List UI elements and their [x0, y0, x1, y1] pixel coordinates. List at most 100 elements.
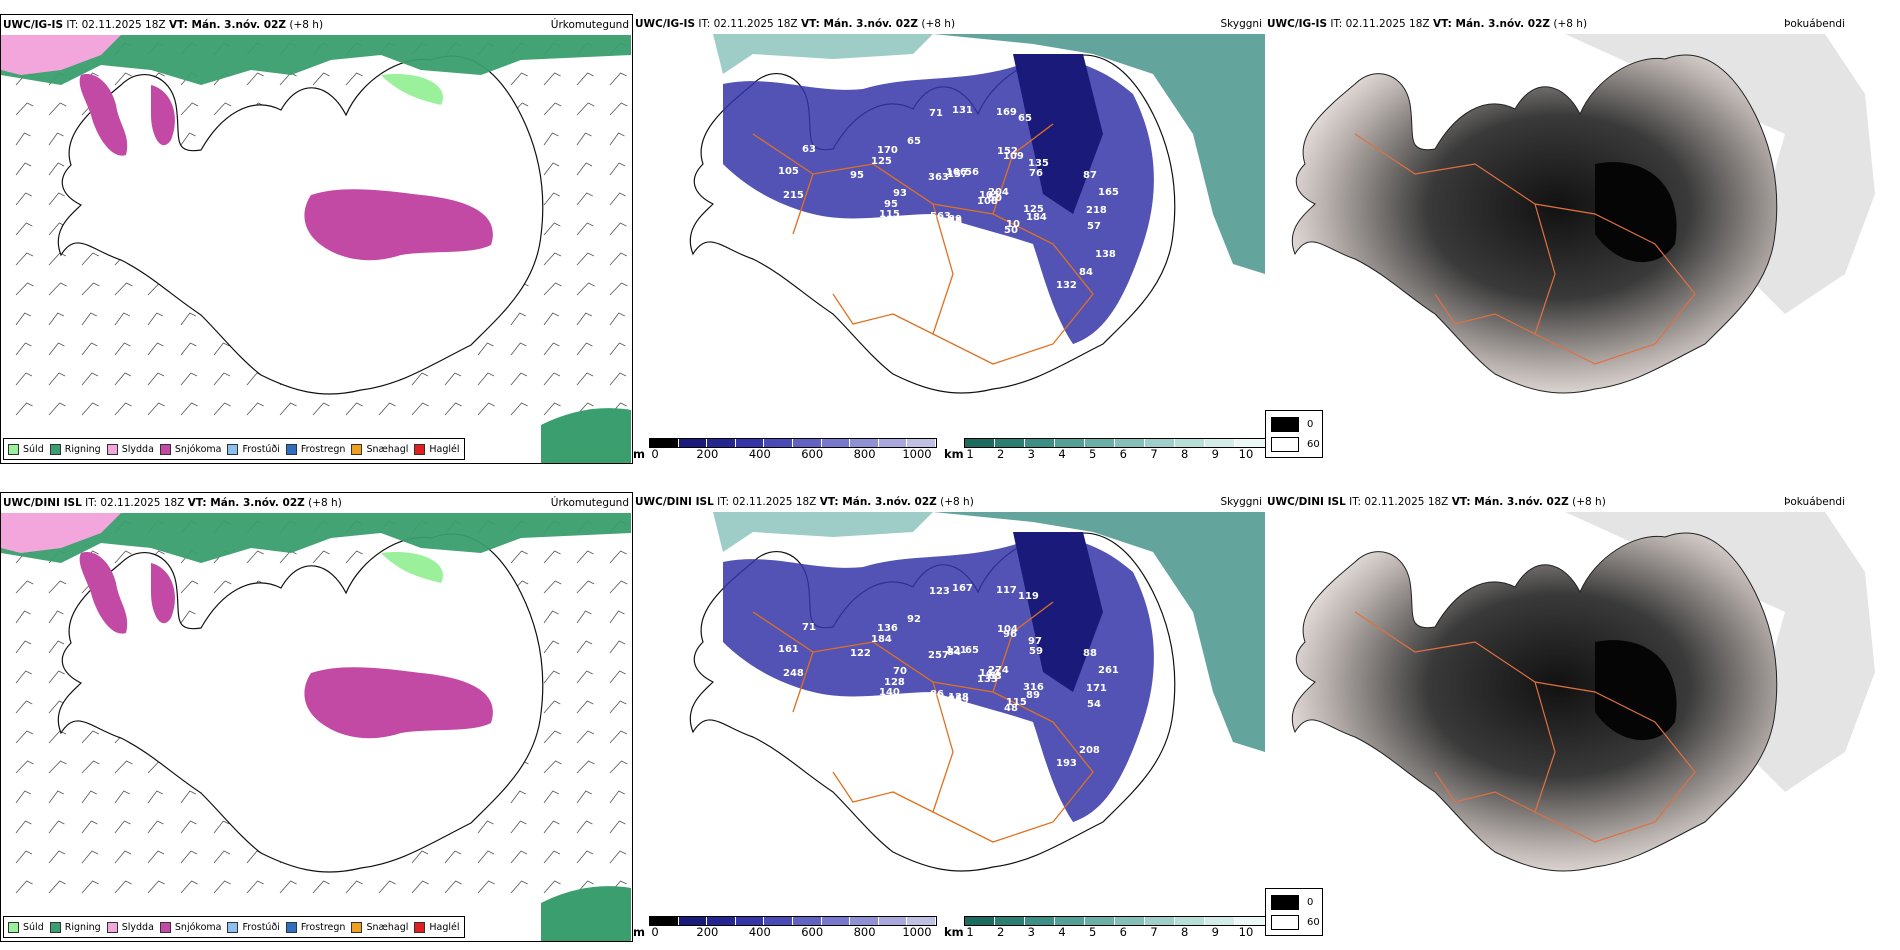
- wind-barb: [48, 342, 65, 356]
- wind-barb: [609, 222, 627, 236]
- wind-barb: [81, 790, 97, 804]
- wind-barb: [81, 820, 98, 834]
- colorbar-tick: 600: [801, 447, 824, 461]
- precip-blobs: [1, 513, 631, 941]
- panel-title: UWC/DINI ISL IT: 02.11.2025 18Z VT: Mán.…: [1267, 496, 1606, 508]
- wind-barb: [543, 880, 561, 894]
- cloud-base-value: 109: [948, 695, 969, 706]
- wind-barb: [609, 162, 626, 176]
- cloud-base-value: 136: [877, 623, 898, 634]
- wind-barb: [81, 252, 100, 266]
- wind-barb: [543, 312, 559, 326]
- cloud-base-value: 363: [928, 172, 949, 183]
- legend-item: Slydda: [106, 443, 154, 455]
- precip-type-panel: UWC/DINI ISL IT: 02.11.2025 18Z VT: Mán.…: [0, 492, 633, 942]
- wind-barb: [48, 312, 64, 326]
- wind-barb: [15, 580, 34, 594]
- cloud-base-value: 59: [777, 214, 791, 225]
- wind-barb: [576, 102, 595, 116]
- colorbar-segment: [1115, 439, 1145, 447]
- wind-barb: [576, 282, 595, 296]
- wind-barb: [543, 550, 561, 564]
- visibility-unit: km: [944, 447, 964, 461]
- wind-barb: [48, 730, 67, 744]
- cloud-base-value: 125: [871, 156, 892, 167]
- legend-swatch: [227, 443, 239, 455]
- wind-barb: [213, 880, 231, 894]
- colorbar-tick: 1: [966, 925, 974, 939]
- colorbar-segment: [764, 439, 793, 447]
- cloud-base-value: 54: [1087, 699, 1101, 710]
- wind-barb: [180, 790, 196, 804]
- wind-barb: [510, 850, 528, 864]
- colorbar-tick: 5: [1088, 925, 1097, 939]
- model-row-dini: UWC/DINI ISL IT: 02.11.2025 18Z VT: Mán.…: [0, 478, 1900, 948]
- model-row-igis: UWC/IG-IS IT: 02.11.2025 18Z VT: Mán. 3.…: [0, 0, 1900, 470]
- wind-barb: [543, 760, 562, 774]
- fog-legend-item: 0: [1271, 895, 1313, 910]
- cloud-base-value: 95: [884, 199, 898, 210]
- legend-item: Súld: [8, 921, 44, 933]
- cloud-base-value: 93: [898, 696, 912, 707]
- wind-barb: [15, 372, 33, 386]
- wind-barb: [576, 132, 592, 146]
- wind-barb: [609, 252, 628, 266]
- cloud-base-value: 102: [846, 723, 867, 734]
- wind-barb: [48, 372, 66, 386]
- cloud-base-value: 119: [1018, 591, 1039, 602]
- wind-barb: [477, 880, 495, 894]
- cloud-base-value: 157: [947, 169, 968, 180]
- visibility-panel: UWC/DINI ISL IT: 02.11.2025 18Z VT: Mán.…: [633, 492, 1266, 942]
- colorbar-segment: [850, 917, 879, 925]
- legend-swatch: [285, 443, 297, 455]
- colorbar-segment: [678, 917, 708, 925]
- wind-barb: [15, 880, 33, 894]
- cloud-base-value: 63: [988, 671, 1002, 682]
- visibility-colorbar: km 1 2 3 4 5 6 7 8 9 10: [944, 438, 1266, 468]
- colorbar-tick: 1000: [902, 447, 932, 461]
- wind-barb: [48, 640, 65, 654]
- wind-barb: [477, 372, 495, 386]
- wind-barb: [15, 252, 34, 266]
- legend-swatch: [8, 443, 19, 455]
- colorbar-segment: [850, 439, 879, 447]
- cloud-base-value: 65: [965, 645, 979, 656]
- wind-barb: [48, 102, 67, 116]
- cloud-base-value: 140: [879, 687, 900, 698]
- wind-barb: [15, 640, 32, 654]
- wind-barb: [180, 312, 196, 326]
- cloud-base-value: 104: [997, 624, 1018, 635]
- cloud-base-value: 204: [988, 187, 1009, 198]
- cloud-base-value: 274: [988, 665, 1009, 676]
- road-network: [1354, 133, 1696, 365]
- wind-barb: [81, 372, 99, 386]
- legend-swatch: [285, 921, 297, 933]
- visibility-unit: km: [944, 925, 964, 939]
- wind-barb: [576, 162, 593, 176]
- wind-barb: [609, 132, 625, 146]
- cloud-base-value: 50: [1004, 225, 1018, 236]
- cloud-base-value: 563: [930, 211, 951, 222]
- wind-barb: [15, 790, 31, 804]
- fog-legend-label: 0: [1307, 419, 1314, 430]
- wind-barb: [543, 192, 560, 206]
- legend-item: Rigning: [49, 921, 101, 933]
- wind-barb: [279, 550, 297, 564]
- wind-barb: [543, 72, 561, 86]
- wind-barb: [609, 730, 628, 744]
- cloud-base-value: 76: [1029, 168, 1043, 179]
- fog-legend-item: 60: [1271, 915, 1320, 930]
- colorbar-segment: [735, 917, 765, 925]
- colorbar-tick: 4: [1058, 925, 1066, 939]
- wind-barb: [15, 132, 31, 146]
- colorbar-segment: [678, 439, 708, 447]
- legend-item: Snjókoma: [159, 921, 221, 933]
- wind-barb: [576, 372, 594, 386]
- wind-barb: [576, 700, 594, 714]
- panel-title: UWC/IG-IS IT: 02.11.2025 18Z VT: Mán. 3.…: [3, 19, 324, 31]
- wind-barb: [180, 402, 198, 416]
- cloud-base-value: 194: [899, 748, 920, 759]
- wind-barb: [345, 72, 363, 86]
- colorbar-tick: 7: [1150, 925, 1158, 939]
- wind-barb: [444, 850, 462, 864]
